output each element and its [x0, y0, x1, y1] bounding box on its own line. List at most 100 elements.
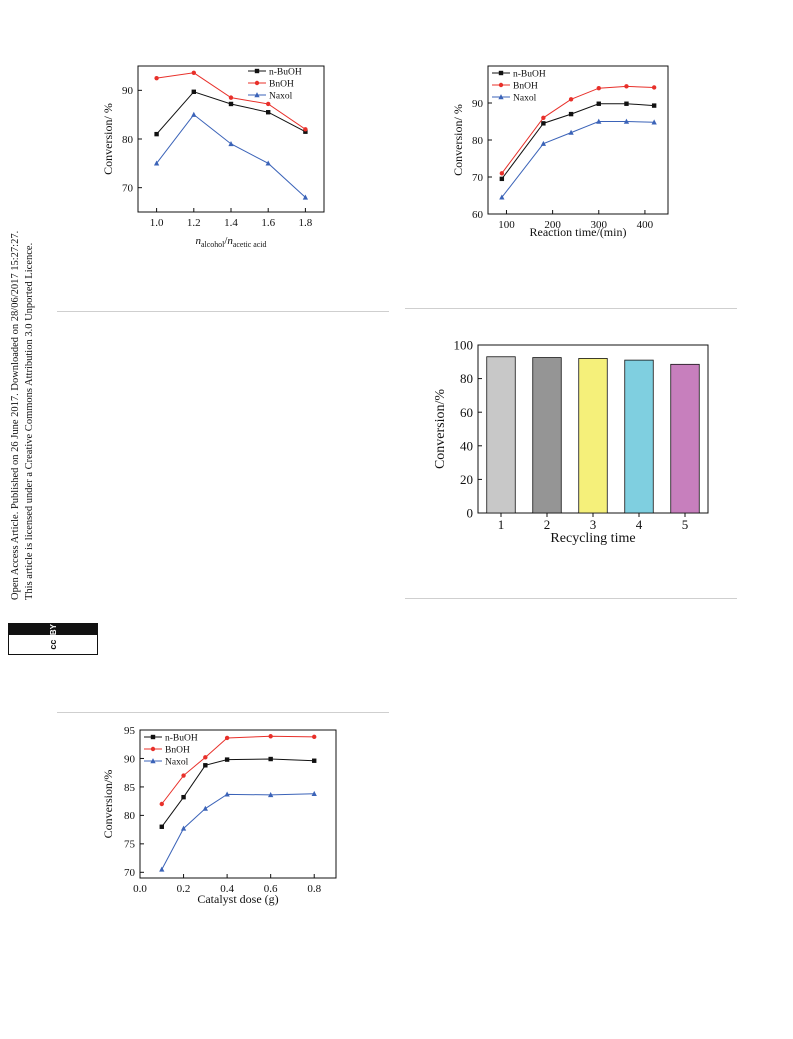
data-point — [202, 805, 208, 811]
x-tick-label: 5 — [682, 517, 689, 532]
data-point — [541, 121, 546, 126]
data-point — [541, 115, 546, 120]
x-tick-label: 0.8 — [307, 883, 321, 895]
data-point — [596, 118, 602, 124]
data-point — [623, 118, 630, 124]
legend-marker — [150, 746, 156, 752]
data-point — [499, 171, 505, 176]
cc-by-badge[interactable]: cc BY — [8, 623, 98, 655]
data-point — [266, 110, 271, 115]
data-point — [568, 129, 574, 135]
plot-area: 70 80 90 1.0 1.2 1.4 1.6 1.8 n-BuOH BnOH Naxol nalc… — [101, 65, 325, 249]
legend-label: Naxol — [269, 92, 293, 102]
data-point — [203, 763, 208, 768]
legend-marker — [498, 70, 504, 76]
data-point — [596, 86, 601, 91]
legend: n-BuOH BnOH Naxol — [492, 70, 546, 104]
y-axis-label: Conversion/ % — [451, 104, 465, 176]
chart-conversion-vs-catalyst-dose: 70 75 80 85 90 95 0.0 0.2 0.4 0.6 0.8 n-BuOH BnOH Nax… — [101, 725, 337, 906]
data-point — [651, 85, 657, 90]
plot-area: 60 70 80 90 100 200 300 400 n-BuOH BnOH Naxol React… — [451, 65, 669, 239]
data-point — [268, 734, 273, 739]
x-tick-label: 4 — [636, 517, 643, 532]
x-tick-label: 200 — [544, 219, 561, 231]
series-line — [501, 103, 655, 180]
y-tick-label: 90 — [122, 85, 134, 97]
data-point — [499, 194, 505, 200]
y-tick-label: 70 — [124, 867, 136, 879]
legend-marker — [150, 758, 156, 764]
data-point — [181, 773, 186, 778]
series-line — [161, 758, 315, 828]
data-point — [181, 794, 186, 800]
data-point — [191, 70, 196, 76]
y-axis-label: Conversion/ % — [101, 103, 115, 175]
data-point — [265, 160, 271, 166]
x-tick-label: 300 — [591, 219, 608, 231]
series-line — [501, 85, 655, 174]
divider-rule — [57, 311, 389, 312]
y-tick-label: 100 — [454, 338, 474, 353]
legend-label: n-BuOH — [269, 68, 302, 78]
x-tick-label: 0.0 — [133, 883, 147, 895]
y-tick-label: 85 — [124, 782, 136, 794]
legend-label: BnOH — [165, 746, 190, 756]
data-point — [651, 119, 657, 125]
axes-frame — [137, 65, 325, 213]
data-point — [159, 824, 164, 829]
y-tick-label: 90 — [124, 753, 136, 765]
data-point — [312, 734, 317, 740]
legend-label: n-BuOH — [165, 734, 198, 744]
data-point — [180, 825, 187, 831]
y-tick-label: 90 — [472, 98, 484, 110]
legend: n-BuOH BnOH Naxol — [248, 68, 302, 102]
legend-label: Naxol — [513, 94, 537, 104]
y-axis-label: Conversion/% — [101, 770, 115, 839]
series-line — [161, 735, 315, 805]
data-point — [154, 75, 159, 81]
bar — [578, 358, 608, 514]
data-point — [153, 160, 160, 166]
x-tick-label: 1 — [498, 517, 505, 532]
by-label: BY — [9, 624, 97, 636]
data-point — [624, 101, 629, 106]
chart-conversion-vs-reaction-time: 60 70 80 90 100 200 300 400 n-BuOH BnOH Naxol React… — [451, 65, 669, 239]
x-tick-label: 0.4 — [220, 883, 234, 895]
data-point — [312, 758, 317, 763]
data-point — [224, 757, 230, 762]
data-point — [266, 101, 271, 107]
legend-label: BnOH — [513, 82, 538, 92]
x-axis-label: nalcohol/nacetic acid — [196, 235, 267, 249]
data-point — [154, 131, 159, 137]
x-tick-label: 2 — [544, 517, 551, 532]
data-point — [568, 111, 574, 117]
data-point — [224, 791, 230, 797]
license-sidebar: Open Access Article. Published on 26 Jun… — [4, 0, 44, 700]
data-point — [268, 756, 273, 762]
legend-marker — [254, 92, 260, 98]
y-tick-label: 70 — [472, 172, 484, 184]
data-point — [596, 101, 601, 106]
y-tick-label: 80 — [124, 810, 136, 822]
license-line-cc: This article is licensed under a Creativ… — [24, 242, 35, 600]
bar — [670, 363, 700, 514]
data-point — [224, 735, 230, 741]
plot-area: 70 75 80 85 90 95 0.0 0.2 0.4 0.6 0.8 n-BuOH BnOH Nax… — [101, 725, 337, 906]
plot-area: 0 20 40 60 80 100 1 2 3 4 5 Recycling time Conversio… — [433, 338, 709, 546]
y-tick-label: 0 — [467, 506, 474, 521]
data-point — [651, 103, 657, 108]
axes-frame — [139, 729, 337, 879]
x-tick-label: 0.6 — [264, 883, 278, 895]
y-tick-label: 80 — [460, 371, 473, 386]
data-point — [228, 95, 234, 100]
data-point — [302, 194, 309, 200]
data-point — [228, 101, 234, 107]
legend-marker — [498, 94, 504, 100]
bar — [532, 357, 562, 514]
y-axis-label: Conversion/% — [433, 389, 448, 469]
y-tick-label: 60 — [472, 209, 484, 221]
x-tick-label: 3 — [590, 517, 597, 532]
y-tick-label: 75 — [124, 839, 136, 851]
y-tick-label: 20 — [460, 472, 473, 487]
cc-logo-icon: cc — [9, 635, 97, 654]
